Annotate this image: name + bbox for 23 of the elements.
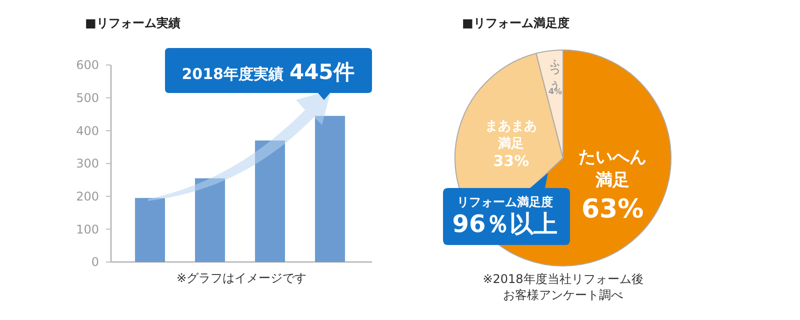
- bar: [195, 178, 225, 262]
- slice-label: まあまあ満足: [485, 118, 538, 152]
- bar: [135, 198, 165, 262]
- y-tick-label: 100: [76, 222, 99, 236]
- y-tick-label: 400: [76, 124, 99, 138]
- data-label: 4%: [548, 86, 562, 96]
- slice-label: ふつう: [549, 52, 560, 83]
- chart-title: ■リフォーム満足度: [462, 16, 570, 30]
- slice-label: たいへん満足: [578, 147, 647, 190]
- text: ※2018年度当社リフォーム後お客様アンケート調べ: [482, 272, 644, 302]
- data-label: 63%: [581, 194, 644, 224]
- y-tick-label: 300: [76, 156, 99, 171]
- chart-title: ■リフォーム実績: [85, 16, 180, 30]
- annotation: 2018年度実績 445件: [182, 60, 354, 84]
- bar: [255, 140, 285, 262]
- y-tick-label: 600: [76, 58, 99, 72]
- bar: [315, 116, 345, 262]
- y-tick-label: 0: [91, 255, 99, 270]
- y-tick-label: 500: [76, 91, 99, 106]
- text: ※グラフはイメージです: [176, 271, 307, 285]
- y-tick-label: 200: [76, 190, 99, 204]
- text: リフォーム満足度96％以上: [452, 195, 558, 238]
- data-label: 33%: [493, 152, 530, 170]
